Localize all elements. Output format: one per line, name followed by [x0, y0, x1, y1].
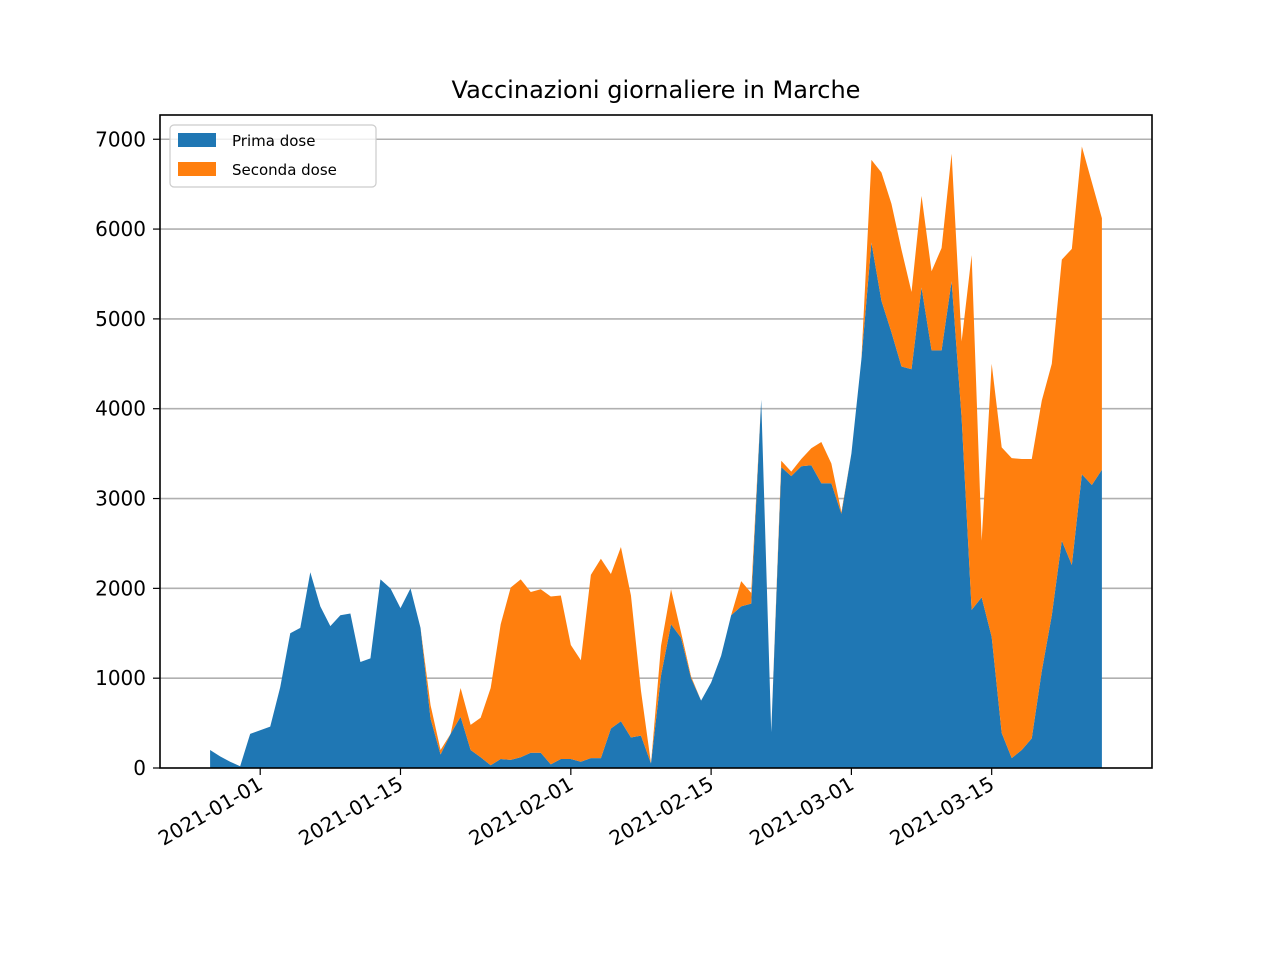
legend-label-prima: Prima dose	[232, 132, 315, 150]
y-axis: 0 1000 2000 3000 4000 5000 6000 7000	[95, 127, 160, 780]
legend-swatch-prima	[178, 133, 216, 147]
chart-title: Vaccinazioni giornaliere in Marche	[452, 76, 861, 104]
legend-label-seconda: Seconda dose	[232, 161, 337, 179]
areas	[210, 146, 1102, 769]
y-tick-label: 1000	[95, 666, 146, 690]
area-seconda-dose	[210, 146, 1102, 767]
y-tick-label: 6000	[95, 217, 146, 241]
x-tick-label: 2021-03-01	[745, 772, 858, 851]
area-prima-dose	[210, 242, 1102, 769]
legend: Prima dose Seconda dose	[169, 124, 377, 188]
x-tick-label: 2021-01-15	[294, 772, 407, 851]
y-tick-label: 0	[133, 756, 146, 780]
y-tick-label: 2000	[95, 576, 146, 600]
y-tick-label: 7000	[95, 127, 146, 151]
x-axis: 2021-01-01 2021-01-15 2021-02-01 2021-02-15…	[154, 768, 998, 850]
x-tick-label: 2021-02-15	[605, 772, 718, 851]
plot-frame	[159, 114, 1153, 769]
x-tick-label: 2021-02-01	[465, 772, 578, 851]
y-tick-label: 5000	[95, 307, 146, 331]
legend-box	[169, 124, 377, 188]
x-tick-label: 2021-01-01	[154, 772, 267, 851]
y-tick-label: 4000	[95, 397, 146, 421]
x-tick-label: 2021-03-15	[886, 772, 999, 851]
y-tick-label: 3000	[95, 487, 146, 511]
legend-swatch-seconda	[178, 162, 216, 176]
